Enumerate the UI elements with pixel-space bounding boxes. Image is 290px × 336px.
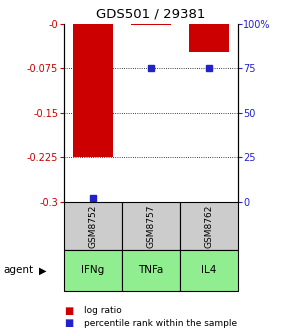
Text: ■: ■ <box>64 306 73 316</box>
Text: log ratio: log ratio <box>84 306 122 315</box>
Text: IFNg: IFNg <box>81 265 104 276</box>
Text: IL4: IL4 <box>201 265 217 276</box>
Text: GSM8752: GSM8752 <box>88 204 97 248</box>
Bar <box>122 202 180 250</box>
Bar <box>64 250 122 291</box>
Bar <box>64 202 122 250</box>
Bar <box>180 202 238 250</box>
Text: percentile rank within the sample: percentile rank within the sample <box>84 319 237 328</box>
Text: ■: ■ <box>64 318 73 328</box>
Text: TNFa: TNFa <box>138 265 164 276</box>
Bar <box>180 250 238 291</box>
Text: GSM8762: GSM8762 <box>204 204 213 248</box>
Bar <box>130 24 171 25</box>
Text: agent: agent <box>3 265 33 276</box>
Bar <box>72 24 113 157</box>
Text: ▶: ▶ <box>39 265 47 276</box>
Title: GDS501 / 29381: GDS501 / 29381 <box>96 8 206 21</box>
Bar <box>188 24 229 52</box>
Bar <box>122 250 180 291</box>
Text: GSM8757: GSM8757 <box>146 204 155 248</box>
